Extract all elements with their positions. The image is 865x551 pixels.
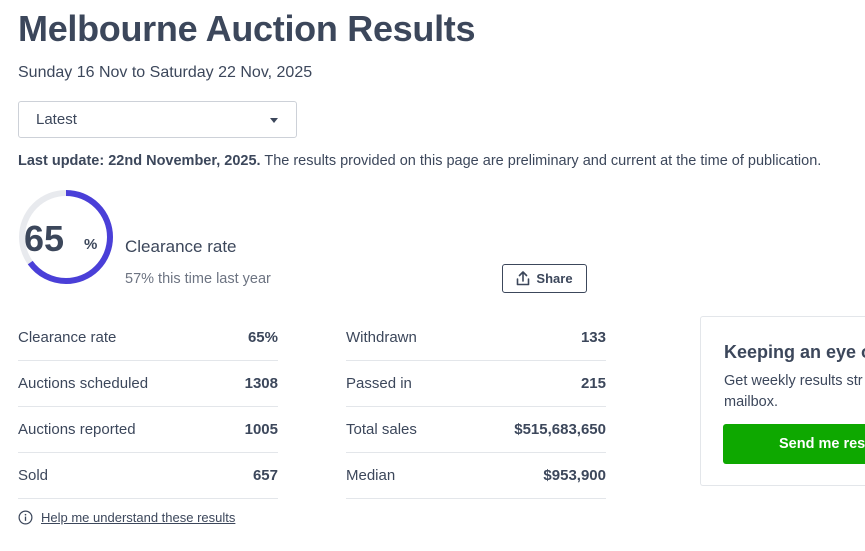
- info-icon: [18, 510, 33, 525]
- stat-label: Withdrawn: [346, 329, 417, 346]
- email-signup-card: Keeping an eye o Get weekly results str …: [700, 316, 865, 486]
- stat-label: Clearance rate: [18, 329, 117, 346]
- stat-label: Auctions scheduled: [18, 375, 149, 392]
- stat-label: Total sales: [346, 421, 417, 438]
- period-select-value: Latest: [36, 111, 77, 128]
- stat-value: 65%: [247, 329, 278, 346]
- gauge-arc: [19, 190, 113, 284]
- stat-value: 1005: [244, 421, 278, 438]
- stat-value: 1308: [244, 375, 278, 392]
- last-update-note: The results provided on this page are pr…: [264, 153, 822, 169]
- help-link[interactable]: Help me understand these results: [18, 510, 235, 525]
- help-link-label: Help me understand these results: [41, 510, 236, 525]
- stat-row: Passed in 215: [346, 361, 606, 407]
- stat-row: Auctions scheduled 1308: [18, 361, 278, 407]
- clearance-rate-percent-sign: %: [84, 236, 98, 253]
- clearance-rate-label: Clearance rate: [125, 237, 237, 256]
- stat-row: Auctions reported 1005: [18, 407, 278, 453]
- stat-value: 215: [580, 375, 606, 392]
- clearance-gauge: [19, 190, 113, 284]
- stat-label: Passed in: [346, 375, 412, 392]
- stat-label: Auctions reported: [18, 421, 136, 438]
- last-update-label: Last update: 22nd November, 2025.: [18, 153, 261, 169]
- stat-value: $515,683,650: [514, 421, 606, 438]
- page-title: Melbourne Auction Results: [18, 8, 476, 49]
- last-update-text: Last update: 22nd November, 2025. The re…: [18, 153, 821, 169]
- stat-value: 657: [252, 467, 278, 484]
- stat-value: 133: [580, 329, 606, 346]
- promo-title: Keeping an eye o: [724, 342, 865, 362]
- stat-label: Median: [346, 467, 396, 484]
- clearance-rate-last-year: 57% this time last year: [125, 271, 271, 287]
- stat-row: Sold 657: [18, 453, 278, 499]
- stats-table-left: Clearance rate 65% Auctions scheduled 13…: [18, 315, 278, 499]
- date-range: Sunday 16 Nov to Saturday 22 Nov, 2025: [18, 64, 313, 81]
- stats-table-right: Withdrawn 133 Passed in 215 Total sales …: [346, 315, 606, 499]
- stat-row: Total sales $515,683,650: [346, 407, 606, 453]
- share-upload-icon: [517, 271, 530, 286]
- share-button[interactable]: Share: [502, 264, 587, 293]
- stat-label: Sold: [18, 467, 49, 484]
- send-me-results-button[interactable]: Send me resu: [723, 424, 865, 464]
- stat-row: Withdrawn 133: [346, 315, 606, 361]
- stat-row: Median $953,900: [346, 453, 606, 499]
- period-select[interactable]: Latest: [18, 101, 297, 138]
- stat-row: Clearance rate 65%: [18, 315, 278, 361]
- clearance-rate-value: 65: [24, 218, 65, 259]
- promo-text: Get weekly results str your mailbox.: [724, 373, 865, 410]
- stat-value: $953,900: [543, 467, 606, 484]
- caret-down-icon: [270, 118, 278, 123]
- share-button-label: Share: [536, 271, 573, 286]
